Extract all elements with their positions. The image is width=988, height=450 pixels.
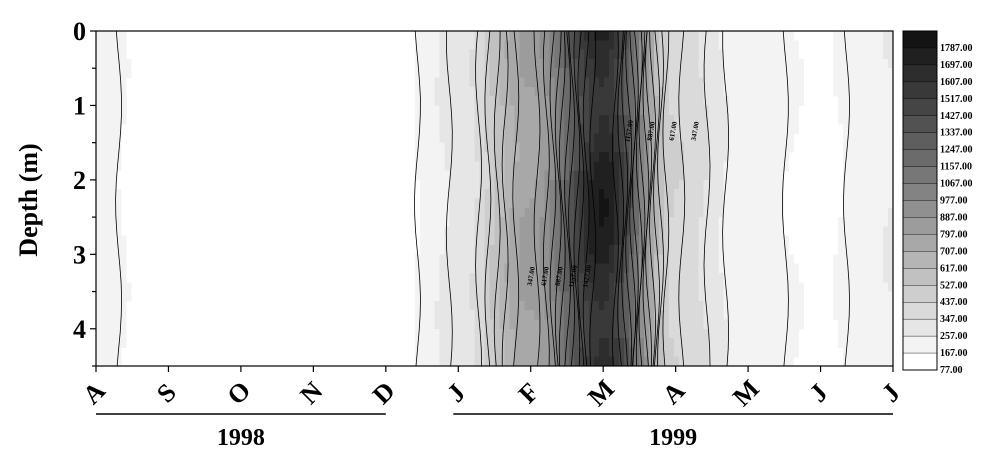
- legend-label: 527.00: [940, 280, 968, 291]
- legend-label: 1697.00: [940, 60, 973, 71]
- legend-swatch: [902, 166, 938, 185]
- legend-swatch: [902, 352, 938, 371]
- legend-label: 347.00: [940, 314, 968, 325]
- legend-swatch: [902, 234, 938, 252]
- legend-label: 617.00: [940, 263, 968, 274]
- contour-fill-area: [96, 31, 894, 367]
- legend-swatch: [902, 47, 938, 66]
- legend-swatch: [902, 302, 938, 320]
- x-tick-label: A: [657, 376, 691, 410]
- legend-swatch: [902, 132, 938, 151]
- x-tick-label: F: [513, 377, 545, 409]
- y-tick-label: 4: [73, 315, 86, 344]
- legend-label: 167.00: [940, 348, 968, 359]
- legend-swatch: [902, 183, 938, 202]
- contour-label: 617.00: [540, 266, 551, 287]
- legend-swatch: [902, 115, 938, 134]
- contour-label: 1157.00: [623, 119, 635, 143]
- y-tick-label: 0: [73, 17, 86, 46]
- legend-label: 1247.00: [940, 145, 973, 156]
- x-tick-label: A: [77, 376, 111, 410]
- legend-swatch: [902, 81, 938, 100]
- legend-swatch: [902, 251, 938, 269]
- y-tick-label: 1: [73, 91, 86, 120]
- legend-swatch: [902, 318, 938, 337]
- y-axis-label: Depth (m): [14, 143, 43, 256]
- x-tick-label: J: [876, 378, 906, 408]
- y-tick-label: 2: [73, 166, 86, 195]
- x-tick-label: S: [151, 378, 182, 409]
- legend-swatch: [902, 149, 938, 168]
- x-tick-label: J: [441, 378, 471, 408]
- contour-label: 347.00: [690, 120, 701, 141]
- legend-swatch: [902, 335, 938, 354]
- x-tick-label: M: [727, 374, 765, 412]
- legend-label: 1157.00: [940, 162, 972, 173]
- legend-swatch: [902, 285, 938, 303]
- contour-label: 887.00: [646, 120, 657, 141]
- legend-label: 707.00: [940, 246, 968, 257]
- legend-swatch: [902, 200, 938, 218]
- x-tick-label: D: [367, 376, 401, 410]
- legend-label: 1337.00: [940, 128, 973, 139]
- x-tick-label: N: [294, 376, 328, 410]
- y-tick-label: 3: [73, 240, 86, 269]
- legend-label: 1067.00: [940, 179, 973, 190]
- x-tick-label: M: [582, 374, 620, 412]
- legend-label: 1787.00: [940, 43, 973, 54]
- contour-label: 1157.00: [567, 264, 579, 288]
- contour-lines: [115, 30, 850, 367]
- legend-frame: [902, 30, 938, 371]
- contour-label: 347.00: [526, 266, 537, 287]
- legend-label: 1607.00: [940, 77, 973, 88]
- year-label: 1998: [217, 425, 265, 450]
- legend-label: 437.00: [940, 297, 968, 308]
- legend-swatch: [902, 98, 938, 117]
- plot-frame: [95, 30, 894, 367]
- legend-label: 977.00: [940, 196, 968, 207]
- legend-label: 257.00: [940, 331, 968, 342]
- contour-label: 1427.00: [581, 264, 593, 288]
- x-tick-label: J: [804, 378, 834, 408]
- legend-swatch: [902, 30, 938, 49]
- legend-label: 797.00: [940, 229, 968, 240]
- legend-swatch: [902, 217, 938, 235]
- contour-label: 887.00: [554, 266, 565, 287]
- legend-label: 1517.00: [940, 94, 973, 105]
- legend-label: 1427.00: [940, 111, 973, 122]
- legend-swatch: [902, 268, 938, 286]
- legend-swatch: [902, 64, 938, 83]
- contour-label: 617.00: [668, 120, 679, 141]
- year-label: 1999: [649, 425, 697, 450]
- color-legend: 1787.00 1697.00 1607.00 1517.00 1427.00 1337.…: [902, 30, 973, 376]
- x-tick-label: O: [221, 376, 256, 411]
- legend-label: 887.00: [940, 212, 968, 223]
- legend-label: 77.00: [940, 365, 963, 376]
